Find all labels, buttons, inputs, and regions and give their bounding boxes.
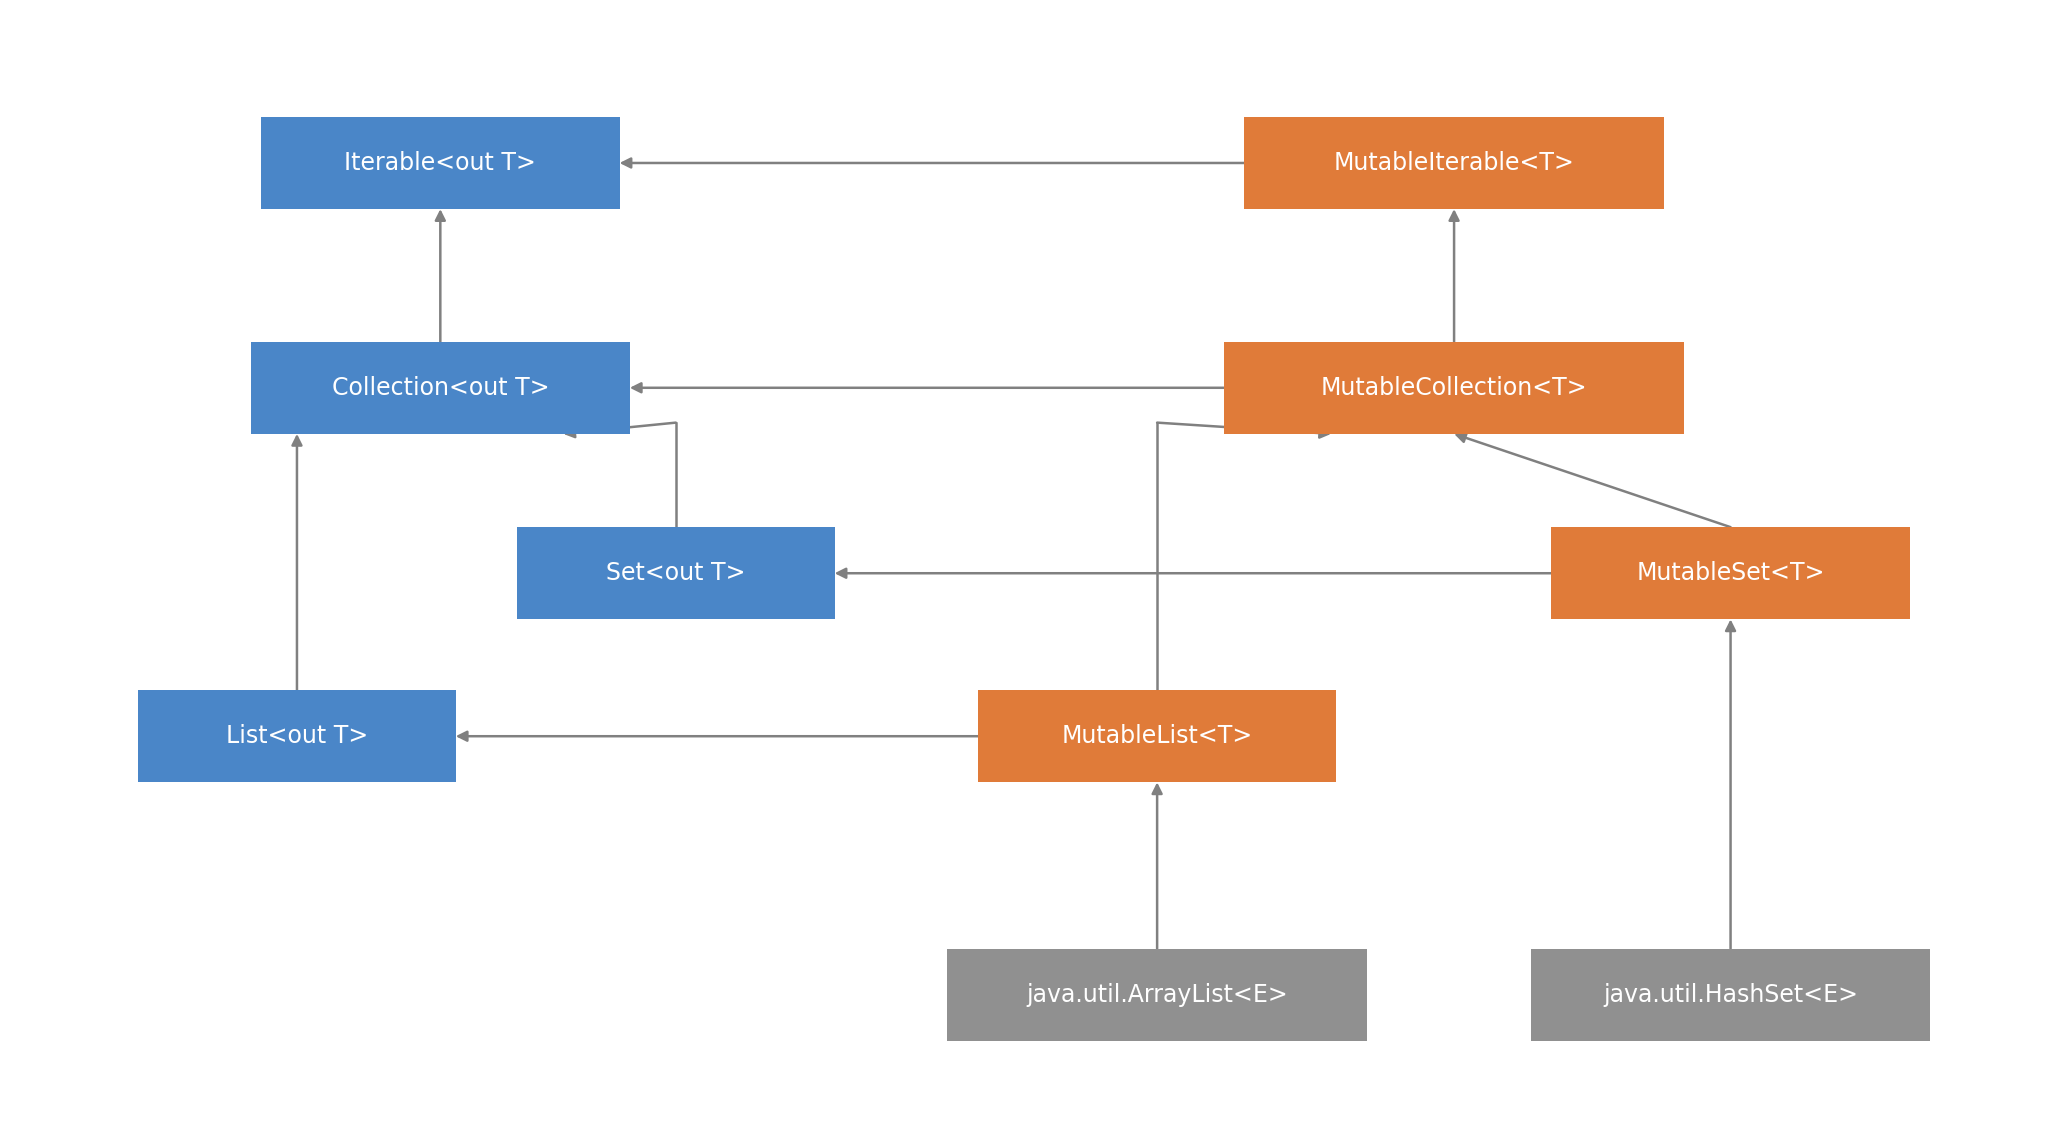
Text: MutableList<T>: MutableList<T> <box>1061 724 1253 749</box>
Text: Iterable<out T>: Iterable<out T> <box>344 151 537 175</box>
Text: MutableCollection<T>: MutableCollection<T> <box>1321 375 1587 400</box>
Text: java.util.ArrayList<E>: java.util.ArrayList<E> <box>1026 982 1288 1007</box>
FancyBboxPatch shape <box>977 690 1335 782</box>
Text: List<out T>: List<out T> <box>225 724 369 749</box>
FancyBboxPatch shape <box>1243 117 1663 209</box>
Text: MutableSet<T>: MutableSet<T> <box>1636 561 1825 586</box>
Text: Collection<out T>: Collection<out T> <box>332 375 549 400</box>
FancyBboxPatch shape <box>262 117 618 209</box>
FancyBboxPatch shape <box>137 690 455 782</box>
FancyBboxPatch shape <box>1530 949 1929 1041</box>
FancyBboxPatch shape <box>1552 527 1909 619</box>
Text: Set<out T>: Set<out T> <box>606 561 745 586</box>
FancyBboxPatch shape <box>250 342 631 434</box>
FancyBboxPatch shape <box>1223 342 1683 434</box>
FancyBboxPatch shape <box>516 527 836 619</box>
Text: MutableIterable<T>: MutableIterable<T> <box>1333 151 1575 175</box>
FancyBboxPatch shape <box>946 949 1368 1041</box>
Text: java.util.HashSet<E>: java.util.HashSet<E> <box>1604 982 1858 1007</box>
